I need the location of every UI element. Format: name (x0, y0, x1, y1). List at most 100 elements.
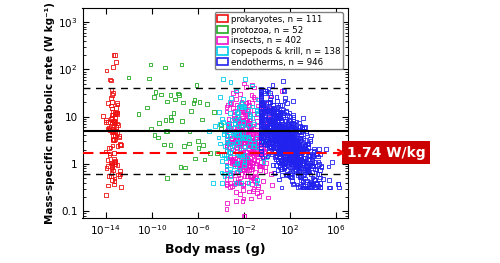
insects, n = 402 (248, 148, 256, 152)
copepods & krill, n = 138 (240, 120, 248, 124)
copepods & krill, n = 138 (220, 151, 228, 156)
insects, n = 402 (242, 170, 250, 174)
endotherms, n = 946 (257, 114, 265, 118)
endotherms, n = 946 (301, 156, 309, 160)
insects, n = 402 (228, 184, 236, 188)
insects, n = 402 (222, 105, 230, 109)
insects, n = 402 (250, 143, 258, 147)
prokaryotes, n = 111 (111, 53, 119, 57)
insects, n = 402 (228, 118, 236, 122)
insects, n = 402 (229, 140, 237, 144)
endotherms, n = 946 (278, 146, 286, 150)
endotherms, n = 946 (288, 162, 296, 166)
protozoa, n = 52 (196, 100, 203, 104)
insects, n = 402 (251, 145, 259, 149)
insects, n = 402 (232, 145, 240, 149)
insects, n = 402 (250, 112, 258, 116)
endotherms, n = 946 (272, 157, 280, 161)
insects, n = 402 (242, 117, 250, 121)
endotherms, n = 946 (290, 158, 298, 162)
prokaryotes, n = 111 (112, 101, 120, 105)
insects, n = 402 (248, 167, 256, 171)
copepods & krill, n = 138 (226, 111, 234, 115)
endotherms, n = 946 (270, 127, 278, 131)
endotherms, n = 946 (272, 163, 280, 167)
insects, n = 402 (261, 126, 269, 130)
endotherms, n = 946 (276, 109, 283, 113)
endotherms, n = 946 (291, 151, 299, 156)
prokaryotes, n = 111 (116, 142, 124, 146)
endotherms, n = 946 (282, 136, 290, 141)
insects, n = 402 (251, 170, 259, 174)
insects, n = 402 (236, 130, 244, 134)
endotherms, n = 946 (296, 138, 304, 143)
insects, n = 402 (242, 120, 250, 124)
endotherms, n = 946 (284, 126, 292, 130)
endotherms, n = 946 (264, 129, 272, 133)
endotherms, n = 946 (309, 154, 317, 159)
endotherms, n = 946 (282, 136, 290, 141)
endotherms, n = 946 (292, 169, 300, 173)
endotherms, n = 946 (269, 145, 277, 149)
insects, n = 402 (244, 132, 252, 136)
copepods & krill, n = 138 (248, 104, 256, 108)
endotherms, n = 946 (296, 174, 304, 178)
endotherms, n = 946 (258, 139, 266, 143)
endotherms, n = 946 (262, 88, 270, 93)
insects, n = 402 (268, 183, 276, 187)
endotherms, n = 946 (288, 132, 296, 136)
endotherms, n = 946 (277, 142, 285, 146)
insects, n = 402 (256, 139, 264, 144)
endotherms, n = 946 (292, 127, 300, 131)
endotherms, n = 946 (263, 131, 271, 135)
endotherms, n = 946 (290, 155, 298, 160)
endotherms, n = 946 (271, 122, 279, 126)
insects, n = 402 (234, 115, 242, 119)
endotherms, n = 946 (291, 164, 299, 168)
insects, n = 402 (232, 190, 240, 194)
endotherms, n = 946 (278, 140, 286, 144)
insects, n = 402 (230, 114, 238, 118)
copepods & krill, n = 138 (220, 132, 228, 136)
endotherms, n = 946 (276, 123, 284, 128)
insects, n = 402 (242, 126, 250, 130)
prokaryotes, n = 111 (110, 119, 118, 123)
copepods & krill, n = 138 (211, 124, 219, 128)
endotherms, n = 946 (269, 122, 277, 127)
endotherms, n = 946 (270, 150, 278, 154)
endotherms, n = 946 (280, 141, 288, 145)
endotherms, n = 946 (274, 113, 282, 117)
endotherms, n = 946 (308, 182, 316, 186)
endotherms, n = 946 (286, 110, 294, 114)
prokaryotes, n = 111 (104, 120, 112, 124)
endotherms, n = 946 (264, 127, 272, 131)
copepods & krill, n = 138 (228, 141, 235, 145)
endotherms, n = 946 (282, 144, 290, 148)
endotherms, n = 946 (276, 131, 284, 135)
endotherms, n = 946 (264, 109, 272, 114)
insects, n = 402 (251, 97, 259, 101)
prokaryotes, n = 111 (104, 174, 112, 178)
insects, n = 402 (243, 111, 251, 115)
endotherms, n = 946 (282, 134, 290, 139)
insects, n = 402 (242, 130, 250, 134)
endotherms, n = 946 (269, 125, 277, 130)
protozoa, n = 52 (190, 98, 198, 102)
insects, n = 402 (234, 131, 241, 135)
protozoa, n = 52 (168, 118, 175, 122)
endotherms, n = 946 (286, 151, 294, 155)
endotherms, n = 946 (284, 168, 292, 172)
insects, n = 402 (232, 140, 240, 144)
endotherms, n = 946 (288, 122, 296, 127)
copepods & krill, n = 138 (246, 112, 254, 116)
insects, n = 402 (226, 102, 234, 106)
insects, n = 402 (222, 109, 230, 114)
endotherms, n = 946 (300, 185, 308, 190)
copepods & krill, n = 138 (234, 115, 241, 119)
protozoa, n = 52 (160, 143, 168, 147)
endotherms, n = 946 (274, 105, 281, 109)
insects, n = 402 (230, 113, 238, 117)
endotherms, n = 946 (299, 185, 307, 190)
endotherms, n = 946 (298, 150, 306, 155)
endotherms, n = 946 (268, 140, 276, 144)
